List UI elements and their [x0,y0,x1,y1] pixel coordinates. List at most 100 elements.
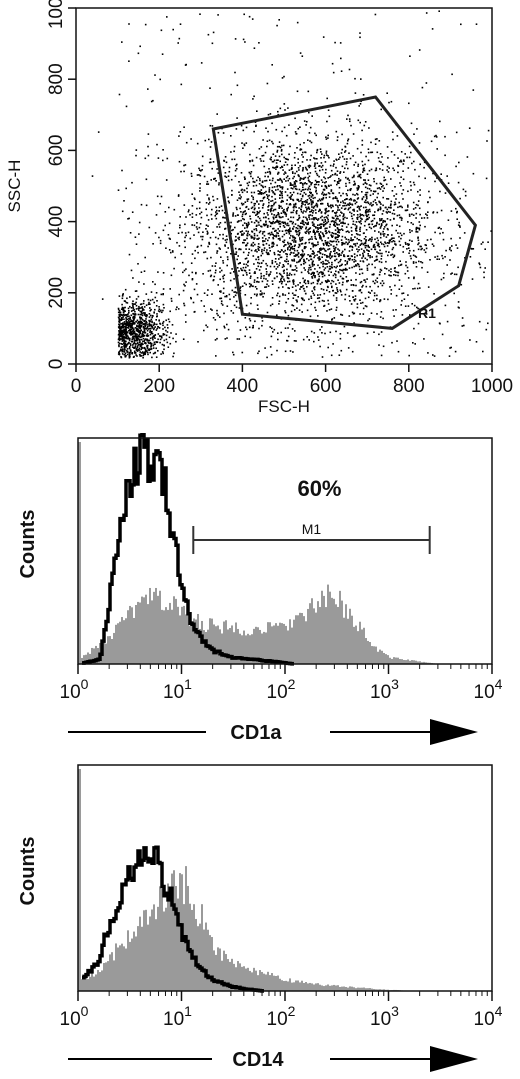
scatter-point [190,297,192,300]
scatter-point [301,256,304,258]
scatter-point [303,200,306,203]
scatter-point [305,292,307,295]
scatter-point [340,264,343,267]
scatter-point [170,251,172,254]
scatter-point [208,138,210,141]
scatter-point [389,207,392,209]
scatter-point [367,223,370,226]
scatter-point [121,332,124,334]
scatter-point [313,230,315,233]
scatter-point [419,163,421,166]
scatter-point [308,202,311,205]
scatter-point [326,263,328,265]
scatter-point [117,338,120,341]
scatter-point [338,253,341,255]
scatter-point [313,223,315,225]
scatter-point [365,240,367,242]
stained-histogram-bin [413,660,415,664]
scatter-point [190,138,192,140]
scatter-point [446,175,448,177]
scatter-point [400,285,403,287]
scatter-point [155,214,158,216]
stained-histogram-bin [111,952,113,991]
scatter-point [294,269,296,271]
scatter-point [204,310,207,313]
scatter-point [243,282,246,284]
stained-histogram-bin [121,617,123,664]
stained-histogram-bin [313,984,315,991]
scatter-point [287,243,290,245]
stained-histogram-bin [333,598,335,664]
scatter-point [339,214,341,217]
scatter-point [284,161,287,163]
scatter-point [268,194,270,197]
scatter-point [280,256,283,259]
scatter-point [409,55,411,57]
stained-histogram-bin [257,627,259,664]
stained-histogram-bin [123,620,125,664]
scatter-point [361,198,364,201]
scatter-point [170,300,173,302]
scatter-point [341,252,343,254]
scatter-point [382,190,384,192]
stained-histogram-bin [243,966,245,991]
scatter-point [389,239,391,242]
scatter-point [193,311,196,313]
scatter-point [418,207,421,210]
scatter-point [381,163,384,166]
scatter-point [401,299,403,302]
scatter-point [236,84,239,87]
scatter-point [314,254,316,257]
scatter-point [318,256,321,258]
scatter-point [390,100,393,103]
scatter-point [240,269,243,271]
scatter-point [252,98,254,100]
scatter-point [283,278,285,281]
scatter-point [282,224,285,227]
scatter-point [427,286,430,288]
scatter-point [258,177,261,180]
scatter-point [154,283,156,286]
scatter-point [165,334,168,337]
scatter-point [273,159,276,162]
scatter-point [395,193,398,195]
scatter-point [310,273,312,275]
scatter-point [145,320,148,323]
scatter-point [295,231,298,233]
scatter-point [122,322,124,324]
scatter-point [334,232,336,235]
scatter-point [378,160,381,163]
stained-histogram-bin [227,959,229,991]
scatter-point [124,325,126,328]
scatter-point [271,242,273,245]
scatter-point [280,179,283,182]
stained-histogram-bin [217,947,219,991]
scatter-point [264,216,267,218]
stained-histogram-bin [325,607,327,664]
scatter-point [312,212,314,214]
scatter-point [313,256,315,259]
scatter-point [396,224,398,226]
scatter-point [142,312,145,314]
scatter-point [292,236,294,239]
scatter-point [298,243,300,246]
scatter-point [190,296,192,299]
scatter-point [244,258,247,260]
cd14-arrow-head [430,1046,478,1072]
scatter-point [125,316,127,319]
scatter-point [461,317,464,319]
scatter-point [298,232,301,234]
scatter-point [300,206,303,208]
scatter-point [239,262,241,264]
scatter-point [286,222,289,225]
scatter-point [255,179,258,182]
scatter-point [311,250,314,252]
scatter-point [299,240,302,242]
stained-histogram-bin [291,627,293,664]
scatter-point [260,262,263,264]
scatter-point [243,189,246,192]
stained-histogram-bin [155,587,157,664]
scatter-point [390,151,393,153]
scatter-point [290,184,293,186]
scatter-point [296,147,298,149]
